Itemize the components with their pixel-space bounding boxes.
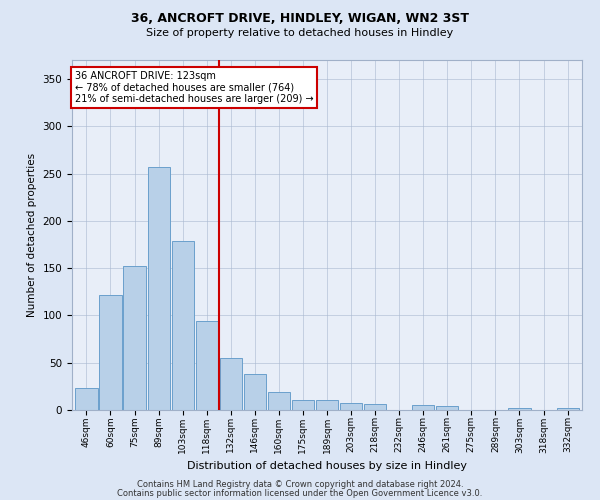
Bar	[76, 388, 98, 410]
Bar	[364, 404, 386, 410]
Y-axis label: Number of detached properties: Number of detached properties	[27, 153, 37, 317]
Text: 36 ANCROFT DRIVE: 123sqm
← 78% of detached houses are smaller (764)
21% of semi-: 36 ANCROFT DRIVE: 123sqm ← 78% of detach…	[74, 70, 313, 104]
Text: Contains public sector information licensed under the Open Government Licence v3: Contains public sector information licen…	[118, 488, 482, 498]
Bar	[412, 406, 434, 410]
Bar	[508, 408, 530, 410]
Bar	[557, 408, 578, 410]
Bar	[148, 167, 170, 410]
Bar	[268, 392, 290, 410]
Bar	[172, 240, 194, 410]
Text: 36, ANCROFT DRIVE, HINDLEY, WIGAN, WN2 3ST: 36, ANCROFT DRIVE, HINDLEY, WIGAN, WN2 3…	[131, 12, 469, 26]
Bar	[292, 400, 314, 410]
Bar	[436, 406, 458, 410]
Text: Size of property relative to detached houses in Hindley: Size of property relative to detached ho…	[146, 28, 454, 38]
Text: Contains HM Land Registry data © Crown copyright and database right 2024.: Contains HM Land Registry data © Crown c…	[137, 480, 463, 489]
Bar	[100, 294, 122, 410]
Bar	[196, 321, 218, 410]
Bar	[244, 374, 266, 410]
Bar	[124, 266, 146, 410]
Bar	[316, 400, 338, 410]
X-axis label: Distribution of detached houses by size in Hindley: Distribution of detached houses by size …	[187, 461, 467, 471]
Bar	[220, 358, 242, 410]
Bar	[340, 404, 362, 410]
